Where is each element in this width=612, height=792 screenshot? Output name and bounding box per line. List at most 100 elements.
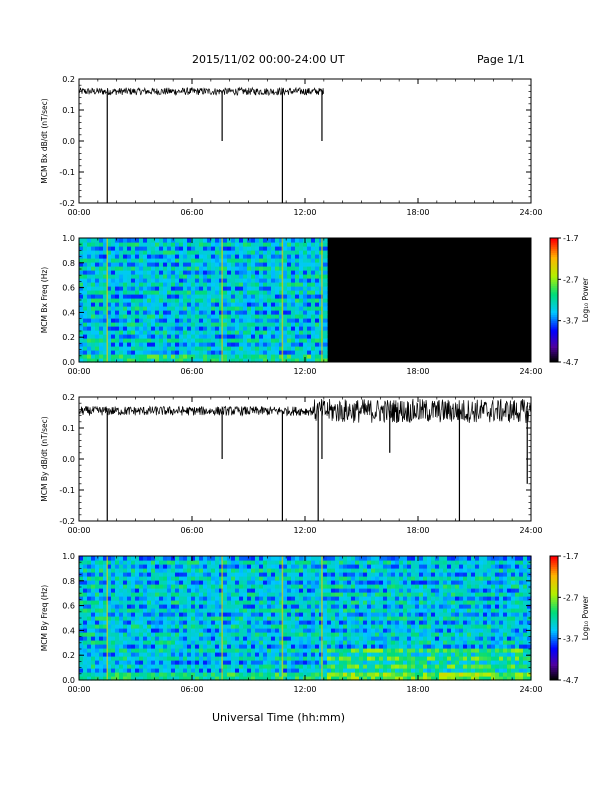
spectrogram-cell [179,290,184,295]
spectrogram-cell [339,640,344,645]
spectrogram-cell [311,600,316,605]
spectrogram-cell [339,612,344,617]
spectrogram-cell [387,664,392,669]
spectrogram-cell [191,564,196,569]
spectrogram-cell [247,572,252,577]
spectrogram-cell [347,660,352,665]
spectrogram-cell [307,358,312,363]
spectrogram-cell [147,354,152,359]
spectrogram-cell [267,274,272,279]
spectrogram-cell [151,338,156,343]
spectrogram-cell [275,580,280,585]
spectrogram-cell [183,580,188,585]
spectrogram-cell [231,266,236,271]
spectrogram-cell [187,338,192,343]
spectrogram-cell [87,636,92,641]
spectrogram-cell [251,338,256,343]
spectrogram-cell [219,274,224,279]
spectrogram-cell [119,660,124,665]
spectrogram-cell [283,314,288,319]
spectrogram-cell [387,640,392,645]
spectrogram-cell [151,294,156,299]
spectrogram-cell [275,346,280,351]
spectrogram-cell [183,616,188,621]
bx-dbdt-trace [78,86,324,97]
colorbar-step [550,308,558,311]
spectrogram-cell [227,302,232,307]
spectrogram-cell [235,568,240,573]
spectrogram-cell [123,556,128,561]
spectrogram-cell [187,298,192,303]
spectrogram-cell [195,354,200,359]
spectrogram-cell [275,246,280,251]
spectrogram-cell [191,322,196,327]
spectrogram-cell [235,648,240,653]
spectrogram-cell [223,314,228,319]
colorbar-step [550,297,558,301]
spectrogram-cell [403,656,408,661]
spectrogram-cell [327,624,332,629]
spectrogram-cell [159,266,164,271]
spectrogram-cell [287,572,292,577]
spectrogram-cell [375,564,380,569]
spectrogram-cell [235,604,240,609]
spectrogram-cell [167,588,172,593]
spectrogram-cell [167,282,172,287]
spectrogram-cell [127,648,132,653]
spectrogram-cell [375,624,380,629]
spectrogram-cell [119,318,124,323]
spectrogram-cell [79,568,84,573]
spectrogram-cell [343,632,348,637]
spectrogram-cell [131,354,136,359]
spectrogram-cell [203,676,208,681]
spectrogram-cell [95,338,100,343]
spectrogram-cell [111,286,116,291]
spectrogram-cell [119,652,124,657]
spectrogram-cell [139,644,144,649]
spectrogram-cell [167,664,172,669]
spectrogram-cell [259,326,264,331]
spectrogram-cell [407,656,412,661]
spectrogram-cell [227,306,232,311]
spectrogram-cell [79,656,84,661]
spectrogram-cell [95,632,100,637]
spectrogram-cell [367,632,372,637]
spectrogram-cell [251,564,256,569]
spectrogram-cell [179,612,184,617]
spectrogram-cell [99,346,104,351]
spectrogram-cell [291,334,296,339]
spectrogram-cell [219,250,224,255]
spectrogram-cell [311,326,316,331]
spectrogram-cell [251,652,256,657]
spectrogram-cell [271,632,276,637]
spectrogram-cell [299,608,304,613]
spectrogram-cell [83,584,88,589]
spectrogram-cell [307,302,312,307]
spectrogram-cell [295,306,300,311]
spectrogram-cell [183,322,188,327]
spectrogram-cell [235,580,240,585]
spectrogram-cell [283,588,288,593]
spectrogram-cell [175,648,180,653]
spectrogram-cell [315,672,320,677]
spectrogram-cell [203,560,208,565]
spectrogram-cell [131,676,136,681]
spectrogram-cell [403,584,408,589]
spectrogram-cell [311,624,316,629]
spectrogram-cell [159,628,164,633]
spectrogram-cell [315,648,320,653]
spectrogram-cell [323,350,328,355]
spectrogram-cell [87,334,92,339]
spectrogram-cell [151,652,156,657]
spectrogram-cell [323,274,328,279]
spectrogram-cell [195,564,200,569]
spectrogram-cell [175,656,180,661]
spectrogram-cell [263,608,268,613]
spectrogram-cell [203,620,208,625]
spectrogram-cell [363,608,368,613]
spectrogram-cell [95,358,100,363]
spectrogram-cell [307,282,312,287]
spectrogram-cell [403,588,408,593]
spectrogram-cell [175,258,180,263]
spectrogram-cell [227,270,232,275]
